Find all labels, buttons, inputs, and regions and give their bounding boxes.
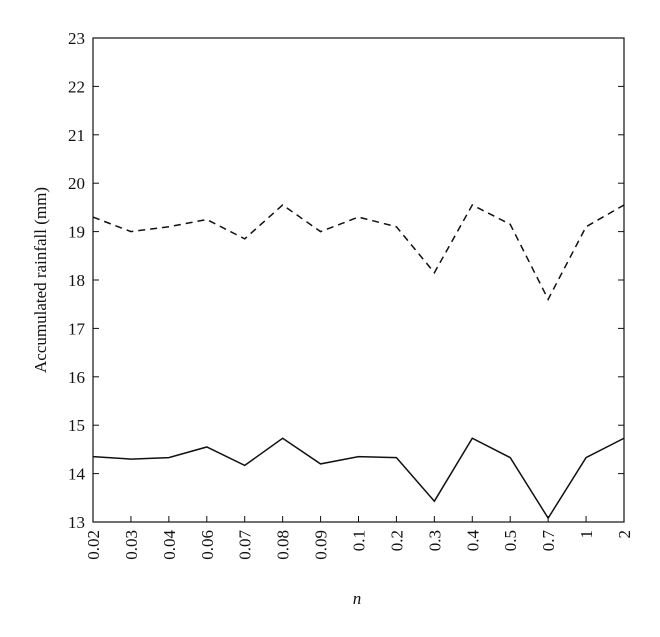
x-tick-label: 0.7 — [539, 530, 558, 552]
x-axis-label: n — [353, 589, 362, 608]
y-tick-label: 16 — [68, 368, 85, 387]
x-tick-label: 0.3 — [425, 530, 444, 551]
y-tick-label: 18 — [68, 271, 85, 290]
y-tick-label: 13 — [68, 513, 85, 532]
x-tick-label: 0.04 — [160, 530, 179, 560]
x-tick-label: 0.07 — [236, 530, 255, 560]
x-tick-label: 1 — [577, 530, 596, 539]
x-tick-label: 0.1 — [350, 530, 369, 551]
x-tick-label: 0.5 — [501, 530, 520, 551]
x-tick-label: 0.2 — [387, 530, 406, 551]
x-tick-label: 0.06 — [198, 530, 217, 560]
x-tick-label: 0.09 — [312, 530, 331, 560]
y-tick-label: 14 — [68, 465, 86, 484]
x-tick-label: 0.08 — [274, 530, 293, 560]
x-tick-label: 0.03 — [122, 530, 141, 560]
y-tick-label: 22 — [68, 77, 85, 96]
y-tick-label: 15 — [68, 416, 85, 435]
y-tick-label: 19 — [68, 223, 85, 242]
plot-frame — [92, 37, 625, 523]
x-tick-label: 0.02 — [84, 530, 103, 560]
series-line — [92, 437, 625, 520]
y-tick-label: 20 — [68, 174, 85, 193]
y-tick-label: 23 — [68, 29, 85, 48]
y-axis-label: Accumulated rainfall (mm) — [31, 187, 50, 373]
x-tick-label: 2 — [615, 530, 634, 539]
y-tick-label: 21 — [68, 126, 85, 145]
series-line — [92, 203, 625, 302]
y-tick-label: 17 — [68, 319, 86, 338]
x-tick-label: 0.4 — [463, 530, 482, 552]
